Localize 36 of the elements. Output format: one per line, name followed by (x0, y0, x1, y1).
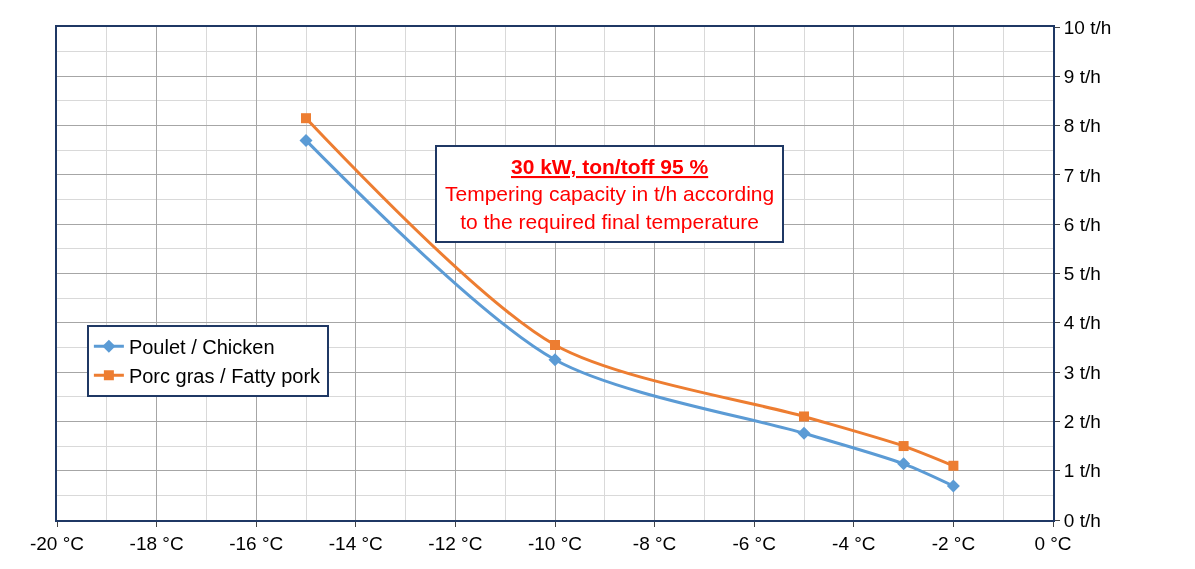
point (301, 113, 311, 124)
annotation: 30 kW, ton/toff 95 % (510, 155, 709, 178)
point (948, 460, 959, 471)
legend-label: Porc gras / Fatty pork (128, 365, 322, 388)
point (799, 411, 809, 422)
point (548, 353, 562, 367)
x-tick-label: -10 °C (527, 532, 583, 554)
y-tick-label: 1 t/h (1063, 460, 1101, 482)
point (946, 479, 960, 493)
y-tick-label: 3 t/h (1063, 361, 1101, 383)
y-tick-label: 6 t/h (1063, 213, 1101, 235)
x-tick-label: -16 °C (229, 532, 284, 554)
y-tick-label: 0 t/h (1063, 509, 1101, 531)
annotation: Tempering capacity in t/h according to the required final temperature (445, 182, 775, 233)
point (299, 133, 313, 147)
legend-label: Poulet / Chicken (128, 336, 275, 359)
y-tick-label: 2 t/h (1063, 411, 1101, 433)
x-tick-label: -2 °C (931, 532, 976, 554)
x-tick-label: -18 °C (129, 532, 184, 554)
x-tick-label: -8 °C (632, 532, 677, 554)
x-tick-label: -4 °C (832, 532, 876, 554)
y-tick-label: 7 t/h (1063, 164, 1101, 186)
point (797, 426, 811, 440)
point (550, 339, 560, 350)
x-tick-label: -20 °C (29, 532, 85, 554)
x-tick-label: -6 °C (732, 532, 776, 554)
point (897, 457, 911, 471)
y-tick-label: 8 t/h (1063, 115, 1101, 137)
point (898, 441, 909, 452)
x-tick-label: 0 °C (1034, 532, 1072, 554)
y-tick-label: 10 t/h (1063, 16, 1112, 38)
x-tick-label: -14 °C (328, 532, 383, 554)
y-tick-label: 9 t/h (1063, 65, 1101, 87)
y-tick-label: 5 t/h (1063, 263, 1101, 285)
y-tick-label: 4 t/h (1063, 312, 1101, 334)
x-tick-label: -12 °C (428, 532, 483, 554)
